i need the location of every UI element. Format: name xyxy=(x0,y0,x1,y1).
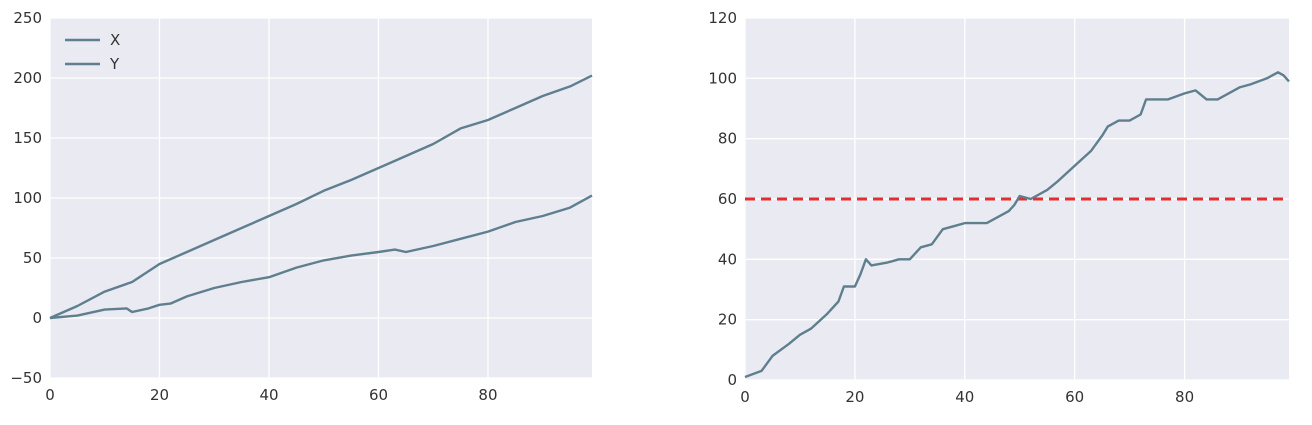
x-tick-label: 60 xyxy=(1065,388,1084,406)
y-tick-label: 120 xyxy=(708,9,737,27)
x-tick-label: 60 xyxy=(369,386,388,404)
right-chart: 0 20 40 60 80 0 20 40 60 80 100 120 xyxy=(708,9,1290,406)
y-tick-label: 0 xyxy=(727,371,737,389)
y-tick-label: 250 xyxy=(13,9,42,27)
series-line-x xyxy=(49,74,593,320)
x-tick-label: 20 xyxy=(150,386,169,404)
y-tick-label: 100 xyxy=(708,69,737,87)
y-tick-label: 40 xyxy=(718,250,737,268)
x-tick-label: 40 xyxy=(259,386,278,404)
y-tick-label: 60 xyxy=(718,190,737,208)
series-line xyxy=(744,71,1290,379)
y-tick-label: −50 xyxy=(10,369,42,387)
series-line-y xyxy=(49,194,593,320)
x-tick-label: 40 xyxy=(955,388,974,406)
x-tick-label: 0 xyxy=(45,386,55,404)
y-tick-label: 20 xyxy=(718,311,737,329)
y-tick-label: 100 xyxy=(13,189,42,207)
x-tick-label: 0 xyxy=(740,388,750,406)
y-tick-label: 200 xyxy=(13,69,42,87)
x-tick-label: 80 xyxy=(1175,388,1194,406)
legend-label: X xyxy=(110,31,120,49)
y-tick-label: 150 xyxy=(13,129,42,147)
y-tick-label: 50 xyxy=(23,249,42,267)
legend: XY xyxy=(65,31,120,73)
x-tick-label: 80 xyxy=(478,386,497,404)
y-tick-label: 0 xyxy=(32,309,42,327)
legend-label: Y xyxy=(109,55,120,73)
x-tick-label: 20 xyxy=(845,388,864,406)
y-tick-label: 80 xyxy=(718,130,737,148)
